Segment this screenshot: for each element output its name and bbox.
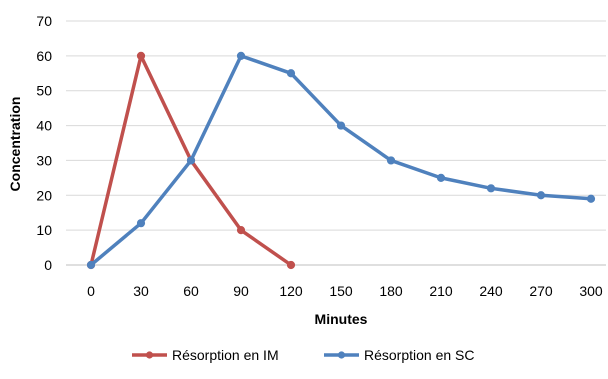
legend-swatch-marker — [337, 351, 346, 359]
x-tick-label: 210 — [429, 283, 453, 299]
y-axis-ticks: 0 10 20 30 40 50 60 70 — [36, 13, 52, 273]
data-point — [186, 156, 196, 165]
y-tick-label: 10 — [36, 222, 52, 238]
x-tick-label: 90 — [233, 283, 249, 299]
x-tick-label: 0 — [87, 283, 95, 299]
x-tick-label: 300 — [579, 283, 603, 299]
y-tick-label: 70 — [36, 13, 52, 29]
x-tick-label: 240 — [479, 283, 503, 299]
series-2 — [86, 51, 596, 270]
data-point — [236, 226, 246, 235]
x-tick-label: 270 — [529, 283, 553, 299]
data-point — [286, 260, 296, 270]
x-axis-ticks: 0 30 60 90 120 150 180 210 240 270 300 — [87, 283, 603, 299]
x-tick-label: 60 — [183, 283, 199, 299]
legend-item: Résorption en IM — [132, 347, 279, 363]
data-point — [386, 156, 396, 165]
data-point — [336, 121, 346, 130]
legend-swatch-marker — [145, 351, 154, 359]
series-layer — [86, 51, 596, 270]
data-point — [536, 191, 546, 200]
y-tick-label: 0 — [44, 257, 52, 273]
data-point — [136, 51, 146, 60]
legend-item: Résorption en SC — [324, 347, 475, 363]
legend-label: Résorption en SC — [364, 347, 475, 363]
gridlines — [66, 20, 606, 231]
data-point — [586, 194, 596, 203]
data-point — [86, 260, 96, 270]
legend-label: Résorption en IM — [172, 347, 279, 363]
y-axis-title: Concentration — [7, 97, 23, 192]
data-point — [486, 184, 496, 193]
data-point — [136, 219, 146, 228]
x-tick-label: 150 — [329, 283, 353, 299]
data-point — [436, 173, 446, 182]
data-point — [286, 69, 296, 78]
x-tick-label: 30 — [133, 283, 149, 299]
data-point — [236, 51, 246, 60]
x-tick-label: 120 — [279, 283, 303, 299]
x-axis-title: Minutes — [315, 311, 368, 327]
y-tick-label: 50 — [36, 83, 52, 99]
y-tick-label: 40 — [36, 118, 52, 134]
y-tick-label: 60 — [36, 48, 52, 64]
y-tick-label: 30 — [36, 152, 52, 168]
x-tick-label: 180 — [379, 283, 403, 299]
y-tick-label: 20 — [36, 187, 52, 203]
legend: Résorption en IM Résorption en SC — [132, 347, 475, 363]
